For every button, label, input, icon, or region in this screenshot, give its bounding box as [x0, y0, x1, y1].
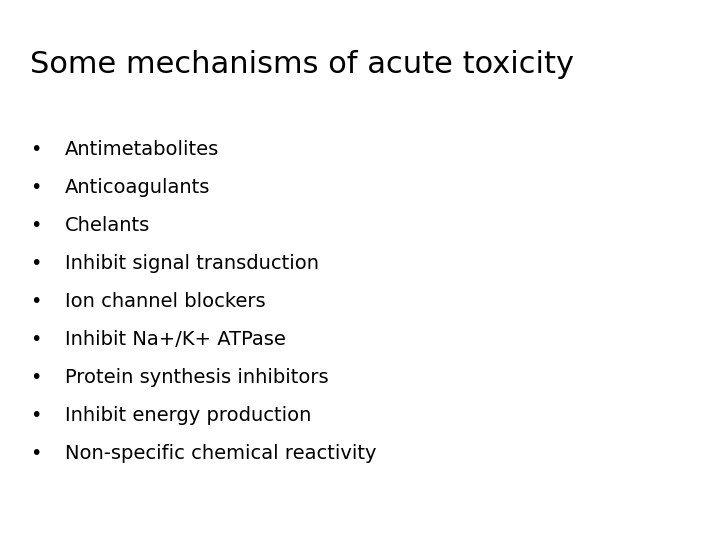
Text: •: •	[30, 140, 41, 159]
Text: Ion channel blockers: Ion channel blockers	[65, 292, 266, 311]
Text: Antimetabolites: Antimetabolites	[65, 140, 220, 159]
Text: •: •	[30, 254, 41, 273]
Text: Inhibit Na+/K+ ATPase: Inhibit Na+/K+ ATPase	[65, 330, 286, 349]
Text: •: •	[30, 178, 41, 197]
Text: Inhibit energy production: Inhibit energy production	[65, 406, 311, 425]
Text: •: •	[30, 330, 41, 349]
Text: •: •	[30, 216, 41, 235]
Text: Chelants: Chelants	[65, 216, 150, 235]
Text: Protein synthesis inhibitors: Protein synthesis inhibitors	[65, 368, 328, 387]
Text: •: •	[30, 368, 41, 387]
Text: Non-specific chemical reactivity: Non-specific chemical reactivity	[65, 444, 377, 463]
Text: Inhibit signal transduction: Inhibit signal transduction	[65, 254, 319, 273]
Text: •: •	[30, 292, 41, 311]
Text: •: •	[30, 444, 41, 463]
Text: Some mechanisms of acute toxicity: Some mechanisms of acute toxicity	[30, 50, 574, 79]
Text: Anticoagulants: Anticoagulants	[65, 178, 210, 197]
Text: •: •	[30, 406, 41, 425]
